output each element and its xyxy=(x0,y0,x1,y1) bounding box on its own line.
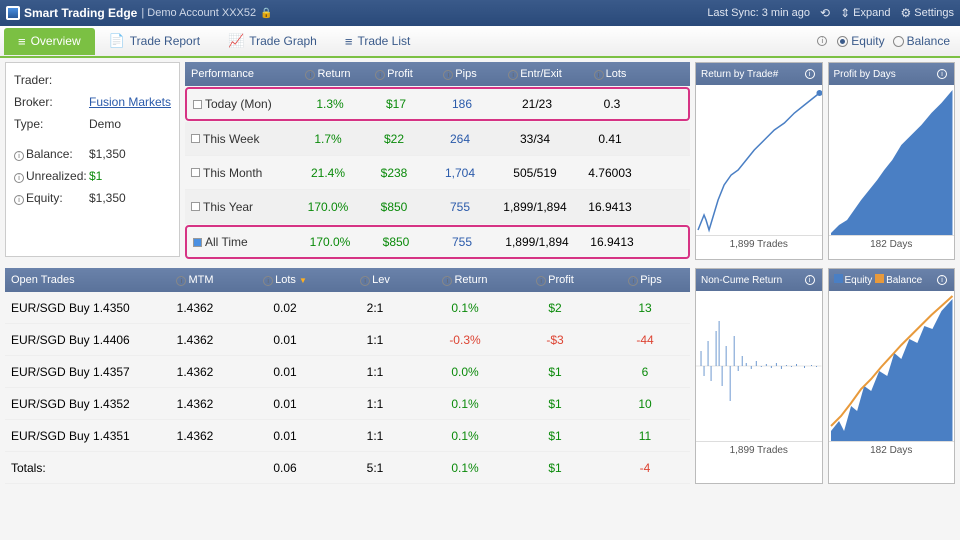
graph-icon: 📈 xyxy=(228,33,244,49)
account-info-panel: Trader: Broker:Fusion Markets Type:Demo … xyxy=(5,62,180,257)
unrealized-label: iUnrealized: xyxy=(14,169,89,183)
tab-trade-graph[interactable]: 📈Trade Graph xyxy=(214,27,331,55)
expand-icon: ⇕ xyxy=(840,6,850,20)
equity-balance-svg xyxy=(829,291,955,441)
profit-chart-svg xyxy=(829,85,955,235)
open-trades-table: Open Trades iMTM iLots ▼ iLev iReturn iP… xyxy=(5,268,690,484)
unrealized-value: $1 xyxy=(89,169,102,183)
tab-trade-report[interactable]: 📄Trade Report xyxy=(95,27,214,55)
chart-profit-by-days: Profit by Daysi 182 Days xyxy=(828,62,956,260)
totals-row: Totals: 0.06 5:1 0.1% $1 -4 xyxy=(5,452,690,484)
type-value: Demo xyxy=(89,117,121,131)
tab-trade-list[interactable]: ≡Trade List xyxy=(331,28,425,55)
demo-account-text: | Demo Account XXX52 xyxy=(141,7,256,19)
non-cume-svg xyxy=(696,291,822,441)
trade-row[interactable]: EUR/SGD Buy 1.44061.43620.01 1:1-0.3% -$… xyxy=(5,324,690,356)
return-chart-svg xyxy=(696,85,822,235)
chart-return-by-trade: Return by Trade#i 1,899 Trades xyxy=(695,62,823,260)
list-icon: ≡ xyxy=(18,34,26,49)
info-icon: i xyxy=(817,36,827,46)
trade-row[interactable]: EUR/SGD Buy 1.43521.43620.01 1:10.1% $11… xyxy=(5,388,690,420)
lock-icon: 🔒 xyxy=(260,8,272,19)
balance-label: iBalance: xyxy=(14,147,89,161)
topbar: Smart Trading Edge | Demo Account XXX52 … xyxy=(0,0,960,26)
gear-icon: ⚙ xyxy=(900,6,911,20)
trader-label: Trader: xyxy=(14,73,89,87)
app-logo-icon xyxy=(6,6,20,20)
perf-row[interactable]: This Month 21.4%$238 1,704505/5194.76003 xyxy=(185,156,690,190)
app-title: Smart Trading Edge xyxy=(24,6,137,20)
equity-label: iEquity: xyxy=(14,191,89,205)
performance-table: Performance iReturn iProfit iPips iEntr/… xyxy=(185,62,690,260)
radio-equity[interactable]: Equity xyxy=(837,34,884,48)
report-icon: 📄 xyxy=(109,33,125,49)
list-icon: ≡ xyxy=(345,34,353,49)
perf-row[interactable]: This Week 1.7%$22 26433/340.41 xyxy=(185,122,690,156)
chart-equity-balance: Equity Balance i 182 Days xyxy=(828,268,956,484)
perf-row[interactable]: This Year 170.0%$850 7551,899/1,89416.94… xyxy=(185,190,690,224)
radio-balance[interactable]: Balance xyxy=(893,34,950,48)
navbar: ≡Overview 📄Trade Report 📈Trade Graph ≡Tr… xyxy=(0,26,960,58)
refresh-button[interactable]: ⟲ xyxy=(820,6,830,20)
trade-row[interactable]: EUR/SGD Buy 1.43501.43620.02 2:10.1% $21… xyxy=(5,292,690,324)
equity-value: $1,350 xyxy=(89,191,126,205)
perf-header: Performance iReturn iProfit iPips iEntr/… xyxy=(185,62,690,86)
balance-value: $1,350 xyxy=(89,147,126,161)
trade-row[interactable]: EUR/SGD Buy 1.43511.43620.01 1:10.1% $11… xyxy=(5,420,690,452)
chart-non-cume-return: Non-Cume Returni 1,899 Trades xyxy=(695,268,823,484)
trade-row[interactable]: EUR/SGD Buy 1.43571.43620.01 1:10.0% $16 xyxy=(5,356,690,388)
sort-desc-icon[interactable]: ▼ xyxy=(299,276,307,285)
last-sync-text: Last Sync: 3 min ago xyxy=(707,7,810,19)
expand-button[interactable]: ⇕Expand xyxy=(840,6,890,20)
perf-row[interactable]: Today (Mon) 1.3%$17 18621/230.3 xyxy=(185,87,690,121)
broker-label: Broker: xyxy=(14,95,89,109)
refresh-icon: ⟲ xyxy=(820,6,830,20)
tab-overview[interactable]: ≡Overview xyxy=(4,28,95,55)
settings-button[interactable]: ⚙Settings xyxy=(900,6,954,20)
broker-link[interactable]: Fusion Markets xyxy=(89,95,171,109)
trades-header: Open Trades iMTM iLots ▼ iLev iReturn iP… xyxy=(5,268,690,292)
type-label: Type: xyxy=(14,117,89,131)
perf-row[interactable]: All Time 170.0%$850 7551,899/1,89416.941… xyxy=(185,225,690,259)
